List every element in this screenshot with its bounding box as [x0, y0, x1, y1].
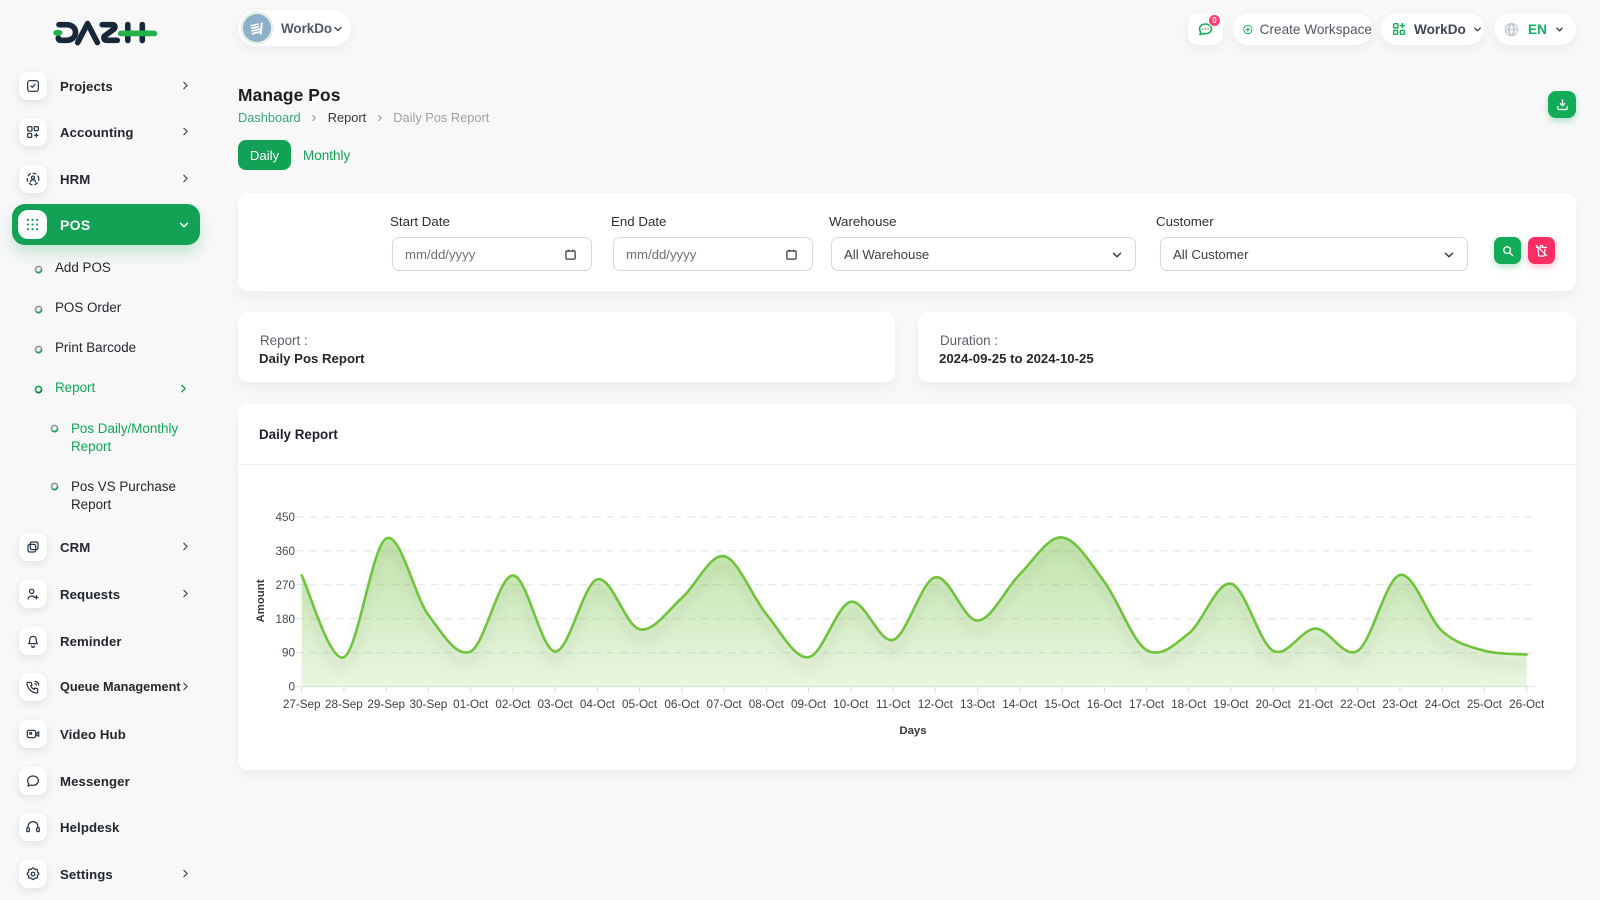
- svg-text:05-Oct: 05-Oct: [622, 698, 658, 711]
- svg-text:Days: Days: [899, 725, 926, 737]
- svg-text:27-Sep: 27-Sep: [283, 698, 321, 711]
- svg-text:26-Oct: 26-Oct: [1509, 698, 1545, 711]
- svg-text:02-Oct: 02-Oct: [495, 698, 531, 711]
- svg-text:08-Oct: 08-Oct: [749, 698, 785, 711]
- svg-text:30-Sep: 30-Sep: [410, 698, 448, 711]
- svg-text:04-Oct: 04-Oct: [580, 698, 616, 711]
- svg-text:360: 360: [275, 545, 295, 558]
- svg-text:270: 270: [275, 579, 295, 592]
- svg-text:10-Oct: 10-Oct: [833, 698, 869, 711]
- svg-text:03-Oct: 03-Oct: [538, 698, 574, 711]
- svg-text:22-Oct: 22-Oct: [1340, 698, 1376, 711]
- svg-text:15-Oct: 15-Oct: [1044, 698, 1080, 711]
- svg-text:23-Oct: 23-Oct: [1382, 698, 1418, 711]
- svg-text:14-Oct: 14-Oct: [1002, 698, 1038, 711]
- svg-text:11-Oct: 11-Oct: [876, 698, 911, 711]
- svg-text:21-Oct: 21-Oct: [1298, 698, 1334, 711]
- svg-text:28-Sep: 28-Sep: [325, 698, 363, 711]
- svg-text:17-Oct: 17-Oct: [1129, 698, 1165, 711]
- svg-text:90: 90: [282, 647, 296, 660]
- svg-text:20-Oct: 20-Oct: [1256, 698, 1292, 711]
- svg-text:07-Oct: 07-Oct: [707, 698, 743, 711]
- svg-text:18-Oct: 18-Oct: [1171, 698, 1207, 711]
- svg-text:Amount: Amount: [255, 579, 267, 622]
- svg-text:450: 450: [275, 511, 295, 524]
- svg-text:0: 0: [288, 681, 295, 694]
- svg-text:06-Oct: 06-Oct: [664, 698, 700, 711]
- svg-text:180: 180: [275, 613, 295, 626]
- svg-text:13-Oct: 13-Oct: [960, 698, 996, 711]
- svg-text:16-Oct: 16-Oct: [1087, 698, 1123, 711]
- svg-text:29-Sep: 29-Sep: [367, 698, 405, 711]
- svg-text:01-Oct: 01-Oct: [453, 698, 489, 711]
- svg-text:24-Oct: 24-Oct: [1425, 698, 1461, 711]
- svg-text:09-Oct: 09-Oct: [791, 698, 827, 711]
- svg-text:25-Oct: 25-Oct: [1467, 698, 1503, 711]
- svg-text:19-Oct: 19-Oct: [1213, 698, 1249, 711]
- svg-text:12-Oct: 12-Oct: [918, 698, 954, 711]
